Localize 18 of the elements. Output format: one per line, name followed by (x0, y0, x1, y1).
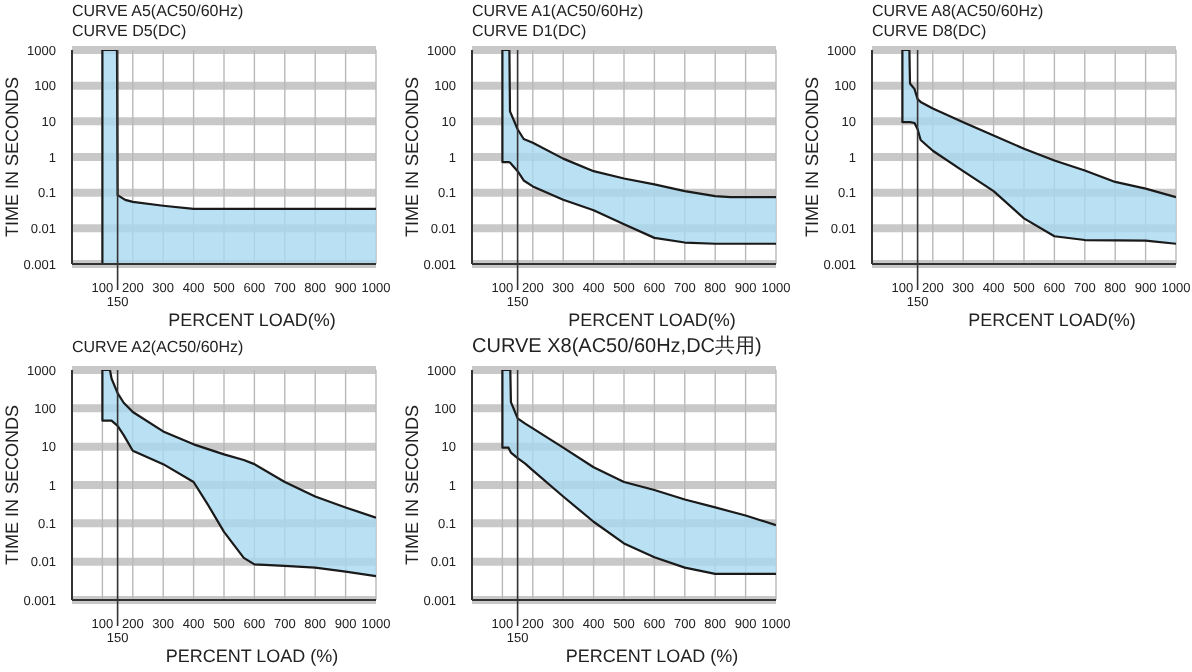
x-axis-title: PERCENT LOAD(%) (968, 310, 1136, 330)
x-axis-title: PERCENT LOAD (%) (565, 646, 739, 666)
chart-title: CURVE A1(AC50/60Hz) (472, 2, 644, 22)
chart-subtitle: CURVE D8(DC) (872, 22, 989, 42)
y-axis-title: TIME IN SECONDS (2, 404, 23, 566)
y-axis-title: TIME IN SECONDS (402, 76, 423, 238)
x-axis-title: PERCENT LOAD(%) (168, 310, 336, 330)
chart-title: CURVE X8(AC50/60Hz,DC共用) (472, 336, 762, 358)
chart-subtitle: CURVE D1(DC) (472, 22, 589, 42)
x-axis-title: PERCENT LOAD (%) (165, 646, 339, 666)
y-axis-title: TIME IN SECONDS (802, 76, 823, 238)
y-axis-title: TIME IN SECONDS (402, 404, 423, 566)
chart-subtitle: CURVE D5(DC) (72, 22, 189, 42)
y-axis-title: TIME IN SECONDS (2, 76, 23, 238)
chart-title: CURVE A8(AC50/60Hz) (872, 2, 1044, 22)
x-axis-title: PERCENT LOAD(%) (568, 310, 736, 330)
chart-title: CURVE A5(AC50/60Hz) (72, 2, 244, 22)
chart-title: CURVE A2(AC50/60Hz) (72, 338, 244, 358)
